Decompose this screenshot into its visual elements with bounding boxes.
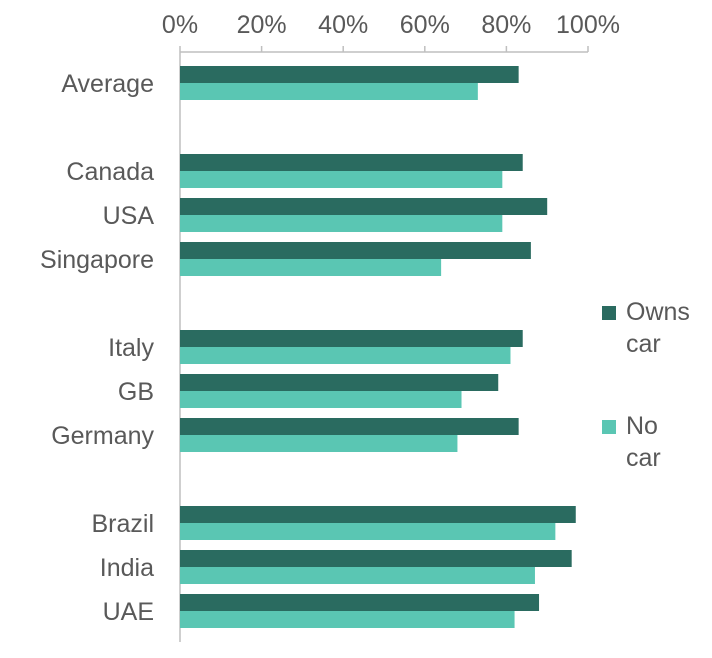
category-labels: Average Canada USA Singapore Italy GB Germany B… [40,70,154,626]
axis-layer: 0% 20% 40% 60% 80% 100% [162,11,620,642]
bar-no-car [180,347,511,364]
bar-owns-car [180,66,519,83]
bar-no-car [180,567,535,584]
bar-owns-car [180,154,523,171]
x-tick-label: 100% [556,11,620,39]
legend-label: car [626,330,661,358]
bar-no-car [180,435,458,452]
bars-layer [180,66,576,628]
x-tick-label: 80% [481,11,531,39]
legend-label: car [626,444,661,472]
bar-no-car [180,391,462,408]
bar-owns-car [180,242,531,259]
category-label: Singapore [40,246,154,274]
bar-no-car [180,171,503,188]
category-label: Canada [66,158,154,186]
legend-swatch [602,306,616,320]
x-tick-label: 0% [162,11,198,39]
legend-swatch [602,420,616,434]
x-tick-label: 60% [400,11,450,39]
category-label: Germany [51,422,154,450]
bar-no-car [180,611,515,628]
category-label: Brazil [91,510,154,538]
bar-no-car [180,215,503,232]
x-tick-label: 40% [318,11,368,39]
category-label: India [100,554,154,582]
bar-owns-car [180,330,523,347]
category-label: UAE [103,598,154,626]
x-tick-label: 20% [237,11,287,39]
legend-label: Owns [626,298,690,326]
bar-owns-car [180,550,572,567]
category-label: USA [103,202,155,230]
bar-owns-car [180,374,499,391]
bar-owns-car [180,418,519,435]
bar-no-car [180,259,442,276]
bar-no-car [180,83,478,100]
legend: Owns car No car [602,298,690,472]
legend-label: No [626,412,658,440]
bar-no-car [180,523,556,540]
bar-owns-car [180,594,540,611]
category-label: Average [61,70,154,98]
category-label: Italy [108,334,154,362]
category-label: GB [118,378,154,406]
bar-owns-car [180,506,576,523]
bar-owns-car [180,198,548,215]
